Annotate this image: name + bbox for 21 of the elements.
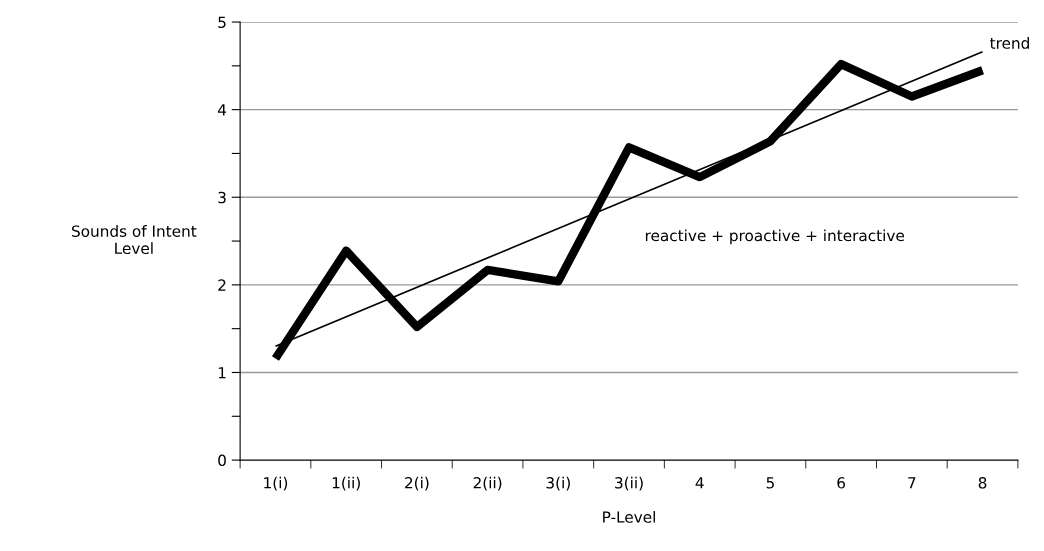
x-tick-label: 6 [837,477,846,489]
y-tick-label: 0 [218,454,226,467]
y-tick-label: 4 [217,104,227,116]
x-axis-title: P-Level [603,510,655,523]
x-tick-label: 1(i) [264,476,288,491]
y-tick-label: 5 [218,16,226,29]
x-tick-label: 8 [978,477,987,489]
x-tick-label: 3(i) [546,476,570,491]
x-tick-label: 2(i) [405,476,429,491]
y-tick-label: 2 [218,279,226,291]
y-tick-label: 3 [218,191,226,204]
x-tick-label: 1(ii) [332,476,360,491]
x-tick-label: 7 [908,477,916,489]
x-tick-label: 3(ii) [615,476,643,491]
x-tick-label: 4 [695,477,704,489]
series-label: trend [990,37,1029,49]
annotation: reactive + proactive + interactive [645,229,905,245]
x-tick-label: 2(ii) [473,476,502,491]
y-tick-label: 1 [218,367,226,379]
y-axis-title: Sounds of Intent Level [72,225,197,255]
x-tick-label: 5 [766,477,774,489]
